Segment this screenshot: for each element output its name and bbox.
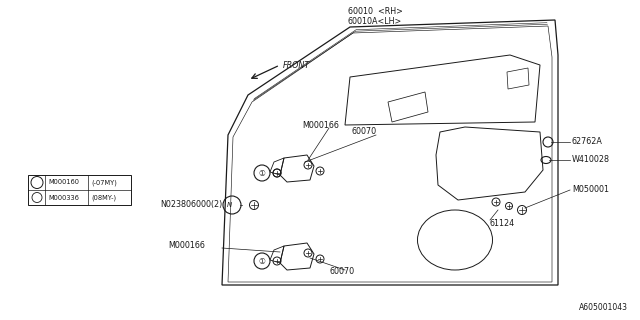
Text: (-07MY): (-07MY)	[91, 179, 117, 186]
Text: M000166: M000166	[302, 121, 339, 130]
Text: M050001: M050001	[572, 186, 609, 195]
Text: ①: ①	[259, 169, 266, 178]
Text: N: N	[227, 202, 232, 208]
Text: 60070: 60070	[352, 127, 377, 137]
Text: W410028: W410028	[572, 156, 610, 164]
Text: M000160: M000160	[48, 180, 79, 186]
Text: A605001043: A605001043	[579, 303, 628, 312]
Text: 60010  <RH>: 60010 <RH>	[348, 7, 403, 17]
Text: M000166: M000166	[168, 241, 205, 250]
Text: ①: ①	[259, 257, 266, 266]
Text: M000336: M000336	[48, 195, 79, 201]
Text: N023806000(2): N023806000(2)	[160, 201, 222, 210]
Bar	[28, 175, 131, 205]
Text: 62762A: 62762A	[572, 138, 603, 147]
Text: (08MY-): (08MY-)	[91, 194, 116, 201]
Text: 61124: 61124	[490, 220, 515, 228]
Text: FRONT: FRONT	[283, 60, 310, 69]
Text: 60070: 60070	[330, 268, 355, 276]
Text: 60010A<LH>: 60010A<LH>	[348, 18, 403, 27]
